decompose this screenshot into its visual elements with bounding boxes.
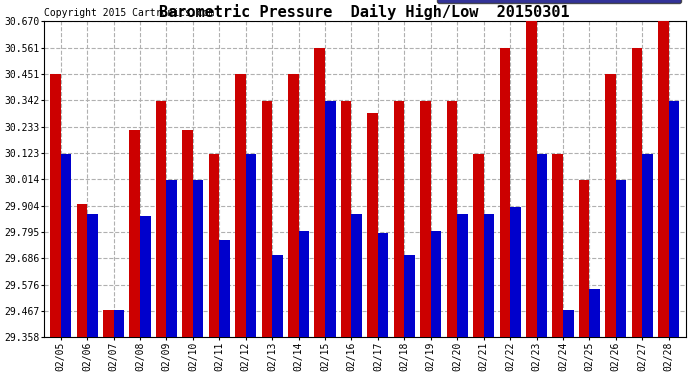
Bar <box>272 255 283 337</box>
Bar <box>631 48 642 337</box>
Bar <box>130 130 140 337</box>
Bar <box>589 289 600 337</box>
Bar <box>114 310 124 337</box>
Bar <box>351 214 362 337</box>
Bar <box>50 74 61 337</box>
Bar <box>563 310 573 337</box>
Bar <box>193 180 204 337</box>
Bar <box>262 101 272 337</box>
Bar <box>658 21 669 337</box>
Bar <box>325 101 335 337</box>
Bar <box>378 233 388 337</box>
Bar <box>315 48 325 337</box>
Bar <box>341 101 351 337</box>
Bar <box>140 216 150 337</box>
Bar <box>77 204 87 337</box>
Bar <box>553 154 563 337</box>
Bar <box>288 74 299 337</box>
Bar <box>473 154 484 337</box>
Bar <box>404 255 415 337</box>
Bar <box>431 231 442 337</box>
Bar <box>579 180 589 337</box>
Legend: Low  (Inches/Hg), High  (Inches/Hg): Low (Inches/Hg), High (Inches/Hg) <box>437 0 680 3</box>
Title: Barometric Pressure  Daily High/Low  20150301: Barometric Pressure Daily High/Low 20150… <box>159 4 570 20</box>
Bar <box>166 180 177 337</box>
Text: Copyright 2015 Cartronics.com: Copyright 2015 Cartronics.com <box>43 8 214 18</box>
Bar <box>219 240 230 337</box>
Bar <box>156 101 166 337</box>
Bar <box>235 74 246 337</box>
Bar <box>615 180 627 337</box>
Bar <box>605 74 615 337</box>
Bar <box>87 214 98 337</box>
Bar <box>209 154 219 337</box>
Bar <box>103 310 114 337</box>
Bar <box>510 207 521 337</box>
Bar <box>420 101 431 337</box>
Bar <box>484 214 494 337</box>
Bar <box>299 231 309 337</box>
Bar <box>537 154 547 337</box>
Bar <box>394 101 404 337</box>
Bar <box>446 101 457 337</box>
Bar <box>182 130 193 337</box>
Bar <box>500 48 510 337</box>
Bar <box>642 154 653 337</box>
Bar <box>457 214 468 337</box>
Bar <box>669 101 679 337</box>
Bar <box>367 113 378 337</box>
Bar <box>246 154 257 337</box>
Bar <box>61 154 71 337</box>
Bar <box>526 21 537 337</box>
